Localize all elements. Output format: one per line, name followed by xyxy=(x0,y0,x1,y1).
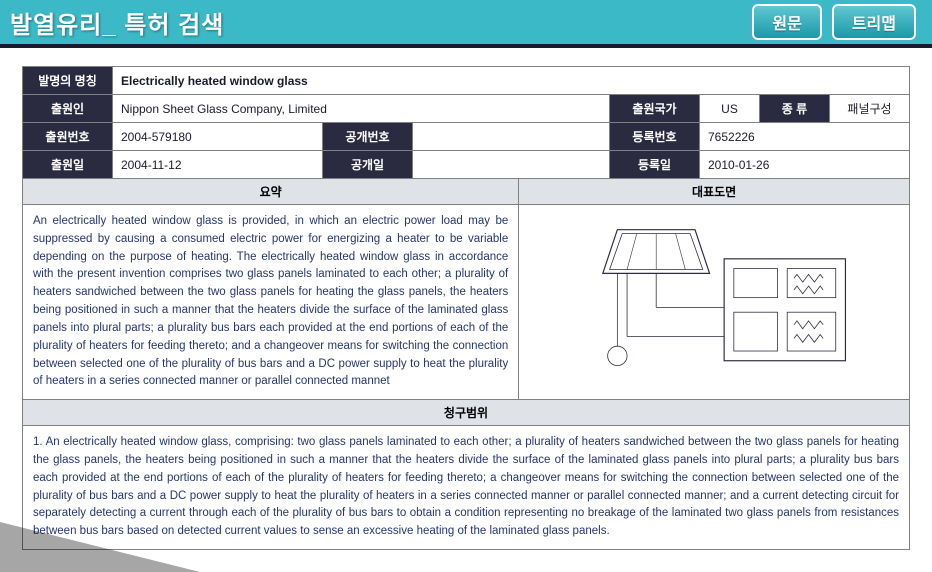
value-app-date: 2004-11-12 xyxy=(113,151,323,179)
label-reg-date: 등록일 xyxy=(610,151,700,179)
page-title: 발열유리_ 특허 검색 xyxy=(10,5,224,40)
value-pub-number xyxy=(413,123,610,151)
header-buttons: 원문 트리맵 xyxy=(752,4,916,40)
value-app-country: US xyxy=(700,95,760,123)
treemap-button[interactable]: 트리맵 xyxy=(832,4,916,40)
label-kind: 종 류 xyxy=(760,95,830,123)
representative-drawing xyxy=(535,220,894,385)
label-pub-date: 공개일 xyxy=(323,151,413,179)
content-area: 발명의 명칭 Electrically heated window glass … xyxy=(0,48,932,550)
header-bar: 발열유리_ 특허 검색 원문 트리맵 xyxy=(0,0,932,48)
value-invention-name: Electrically heated window glass xyxy=(113,67,910,95)
value-app-number: 2004-579180 xyxy=(113,123,323,151)
value-reg-number: 7652226 xyxy=(700,123,910,151)
label-pub-number: 공개번호 xyxy=(323,123,413,151)
info-table: 발명의 명칭 Electrically heated window glass … xyxy=(22,66,910,179)
value-reg-date: 2010-01-26 xyxy=(700,151,910,179)
label-applicant: 출원인 xyxy=(23,95,113,123)
abstract-header: 요약 xyxy=(22,179,519,205)
value-kind: 패널구성 xyxy=(830,95,910,123)
value-pub-date xyxy=(413,151,610,179)
label-app-date: 출원일 xyxy=(23,151,113,179)
label-app-country: 출원국가 xyxy=(610,95,700,123)
decorative-shadow xyxy=(0,522,200,572)
abstract-text: An electrically heated window glass is p… xyxy=(22,205,519,400)
label-invention-name: 발명의 명칭 xyxy=(23,67,113,95)
section-headers-row: 요약 대표도면 xyxy=(22,179,910,205)
label-app-number: 출원번호 xyxy=(23,123,113,151)
claims-header: 청구범위 xyxy=(22,400,910,426)
original-button[interactable]: 원문 xyxy=(752,4,821,40)
label-reg-number: 등록번호 xyxy=(610,123,700,151)
value-applicant: Nippon Sheet Glass Company, Limited xyxy=(113,95,610,123)
drawing-cell xyxy=(519,205,910,400)
abstract-drawing-row: An electrically heated window glass is p… xyxy=(22,205,910,400)
drawing-header: 대표도면 xyxy=(519,179,910,205)
